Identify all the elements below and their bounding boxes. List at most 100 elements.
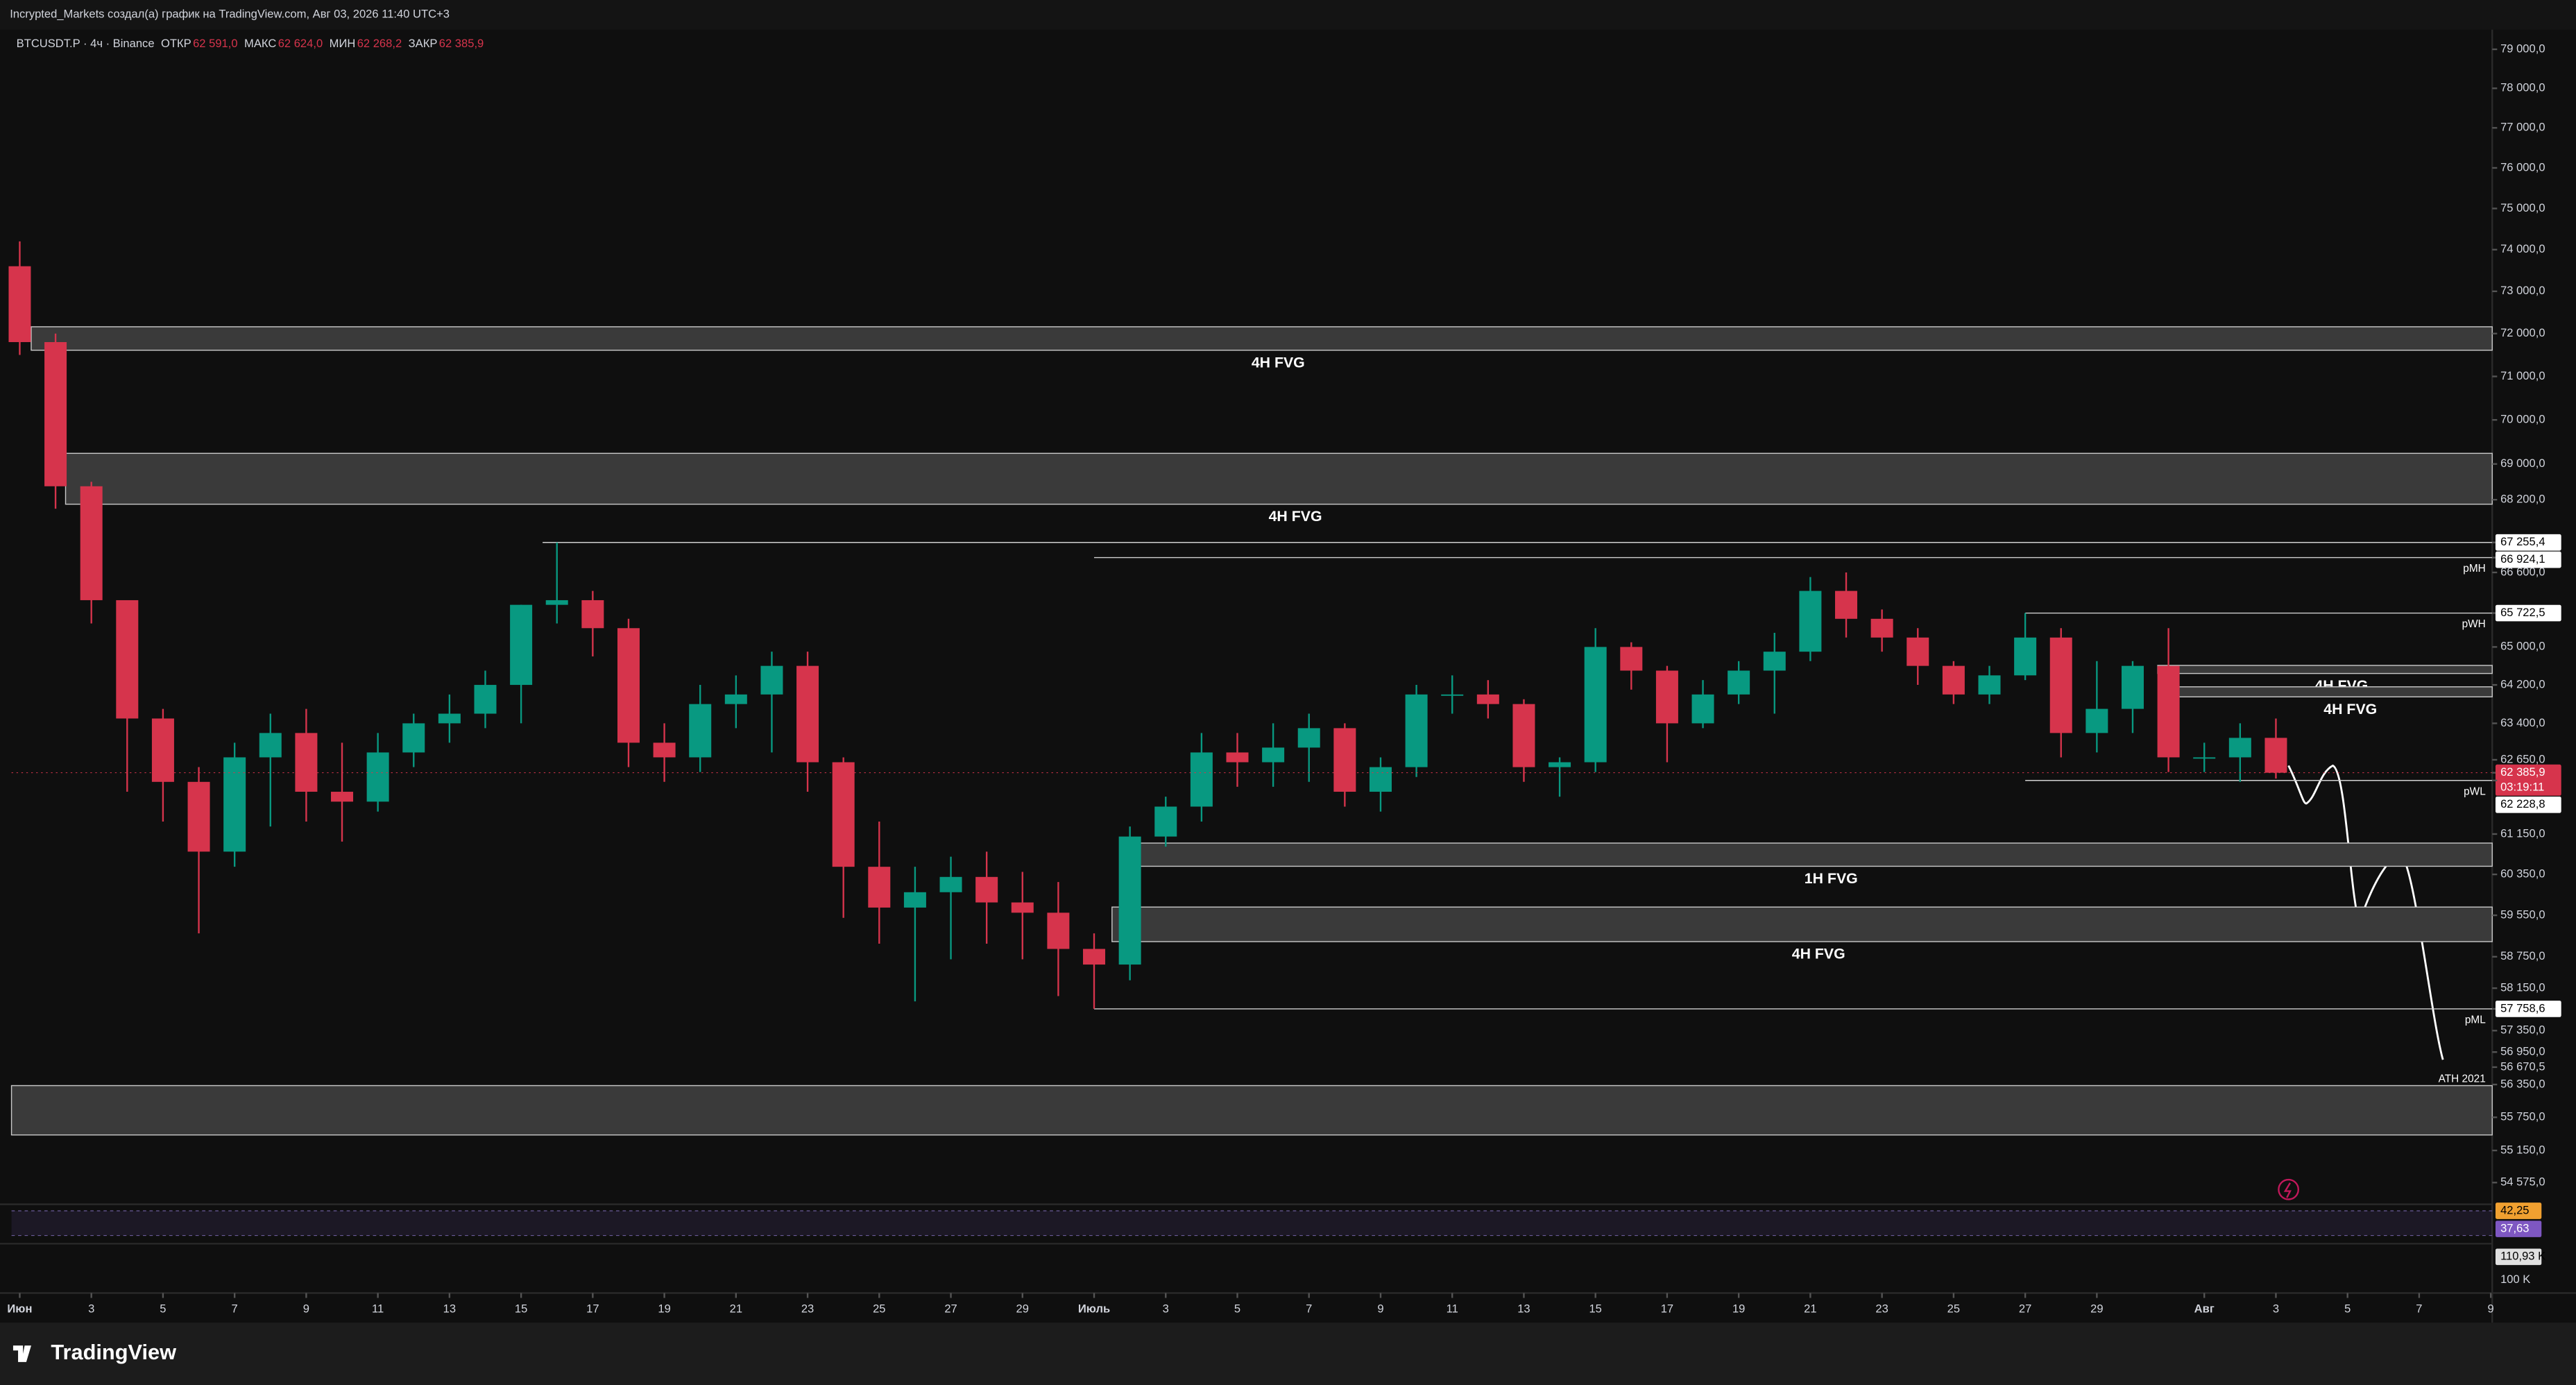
x-tick-label: 11 bbox=[372, 1302, 384, 1315]
level-label: pWL bbox=[2464, 785, 2486, 797]
ohlc-label: МИН bbox=[330, 37, 356, 50]
x-tick-label: 21 bbox=[1804, 1302, 1816, 1315]
pane-label-bg bbox=[2495, 1221, 2542, 1237]
candle-body bbox=[2228, 738, 2251, 758]
price-label-bg bbox=[2495, 1001, 2561, 1017]
level-label: pMH bbox=[2463, 563, 2485, 575]
price-label: 62 385,9 bbox=[2500, 765, 2545, 779]
y-tick-label: 61 150,0 bbox=[2500, 826, 2545, 840]
candle-body bbox=[1655, 670, 1678, 724]
y-tick-label: 65 000,0 bbox=[2500, 640, 2545, 653]
x-tick-label: 3 bbox=[2273, 1302, 2279, 1315]
candle-body bbox=[1584, 647, 1607, 763]
candle-body bbox=[1512, 704, 1535, 767]
candle-body bbox=[1083, 949, 1106, 965]
y-tick-label: 72 000,0 bbox=[2500, 326, 2545, 339]
x-tick-label: 9 bbox=[1377, 1302, 1383, 1315]
price-label-bg bbox=[2495, 796, 2561, 813]
candle-body bbox=[1870, 618, 1893, 638]
candle-body bbox=[1763, 652, 1786, 671]
x-tick-label: 25 bbox=[1947, 1302, 1960, 1315]
pane-label: 100 K bbox=[2500, 1273, 2530, 1286]
x-tick-label: 23 bbox=[1875, 1302, 1888, 1315]
candle-body bbox=[975, 876, 998, 903]
candle-body bbox=[366, 752, 389, 802]
candle-body bbox=[724, 694, 747, 704]
y-tick-label: 64 200,0 bbox=[2500, 677, 2545, 690]
candle-body bbox=[8, 266, 31, 343]
x-tick-label: 29 bbox=[1016, 1302, 1029, 1315]
x-tick-label: 27 bbox=[944, 1302, 957, 1315]
fvg-zone bbox=[31, 326, 2493, 351]
candle-body bbox=[510, 604, 533, 686]
candle-body bbox=[2157, 665, 2180, 758]
candle-body bbox=[760, 665, 783, 695]
x-tick-label: 9 bbox=[303, 1302, 309, 1315]
x-tick-label: 15 bbox=[515, 1302, 527, 1315]
fvg-zone bbox=[2175, 686, 2493, 697]
candle-body bbox=[1978, 675, 2001, 695]
fvg-zone bbox=[65, 452, 2493, 505]
fvg-zone bbox=[2157, 665, 2493, 674]
candle-body bbox=[868, 867, 891, 908]
x-tick-label: 13 bbox=[443, 1302, 456, 1315]
y-tick-label: 63 400,0 bbox=[2500, 716, 2545, 729]
alert-icon-bolt bbox=[2283, 1182, 2292, 1198]
x-tick-label: 17 bbox=[586, 1302, 599, 1315]
y-tick-label: 58 150,0 bbox=[2500, 980, 2545, 994]
x-tick-label: 15 bbox=[1589, 1302, 1601, 1315]
x-tick-label: 3 bbox=[88, 1302, 94, 1315]
candle-body bbox=[1154, 806, 1177, 837]
x-tick-label: 19 bbox=[1732, 1302, 1745, 1315]
candle-body bbox=[2085, 708, 2108, 733]
fvg-zone bbox=[1136, 842, 2493, 867]
candle-body bbox=[1190, 752, 1213, 807]
price-label-bg bbox=[2495, 764, 2561, 796]
candle-body bbox=[2193, 757, 2216, 759]
y-tick-label: 75 000,0 bbox=[2500, 201, 2545, 214]
candle-body bbox=[653, 742, 676, 758]
candle-body bbox=[474, 685, 497, 714]
pane-label: 110,93 K bbox=[2500, 1250, 2545, 1263]
y-tick-label: 70 000,0 bbox=[2500, 413, 2545, 426]
fvg-zone bbox=[10, 1085, 2493, 1136]
candle-body bbox=[44, 342, 67, 486]
x-tick-label: Июн bbox=[7, 1302, 32, 1315]
candle-body bbox=[1047, 912, 1070, 949]
candle-body bbox=[223, 757, 246, 852]
header-bar bbox=[0, 0, 2576, 30]
logo-mark bbox=[12, 1345, 31, 1362]
y-tick-label: 54 575,0 bbox=[2500, 1175, 2545, 1189]
x-tick-label: Июль bbox=[1078, 1302, 1110, 1315]
y-tick-label: 57 350,0 bbox=[2500, 1023, 2545, 1037]
x-tick-label: 5 bbox=[2344, 1302, 2351, 1315]
candle-body bbox=[295, 733, 318, 792]
y-tick-label: 66 600,0 bbox=[2500, 565, 2545, 578]
ohlc-value: 62 385,9 bbox=[439, 37, 484, 50]
y-tick-label: 69 000,0 bbox=[2500, 457, 2545, 470]
ohlc-label: ЗАКР bbox=[409, 37, 438, 50]
y-tick-label: 68 200,0 bbox=[2500, 493, 2545, 506]
x-tick-label: 3 bbox=[1163, 1302, 1169, 1315]
y-tick-label: 62 650,0 bbox=[2500, 752, 2545, 765]
alert-icon[interactable] bbox=[2278, 1178, 2299, 1200]
candle-body bbox=[581, 600, 604, 629]
y-tick-label: 77 000,0 bbox=[2500, 121, 2545, 134]
candle-body bbox=[545, 600, 568, 605]
logo: TradingView bbox=[12, 1340, 176, 1364]
candle-body bbox=[1799, 590, 1822, 652]
y-tick-label: 55 150,0 bbox=[2500, 1143, 2545, 1156]
candle-body bbox=[1226, 752, 1249, 763]
ohlc-value: 62 624,0 bbox=[278, 37, 323, 50]
x-tick-label: 9 bbox=[2488, 1302, 2494, 1315]
candle-body bbox=[1441, 694, 1464, 696]
ohlc-value: 62 268,2 bbox=[357, 37, 402, 50]
candle-body bbox=[151, 718, 174, 782]
candle-body bbox=[832, 762, 855, 867]
candle-body bbox=[402, 723, 425, 753]
y-tick-label: 73 000,0 bbox=[2500, 284, 2545, 297]
pane-label-bg bbox=[2495, 1203, 2542, 1219]
fvg-label: 4H FVG bbox=[1252, 354, 1305, 371]
price-label: 66 924,1 bbox=[2500, 552, 2545, 566]
y-tick-label: 76 000,0 bbox=[2500, 160, 2545, 173]
